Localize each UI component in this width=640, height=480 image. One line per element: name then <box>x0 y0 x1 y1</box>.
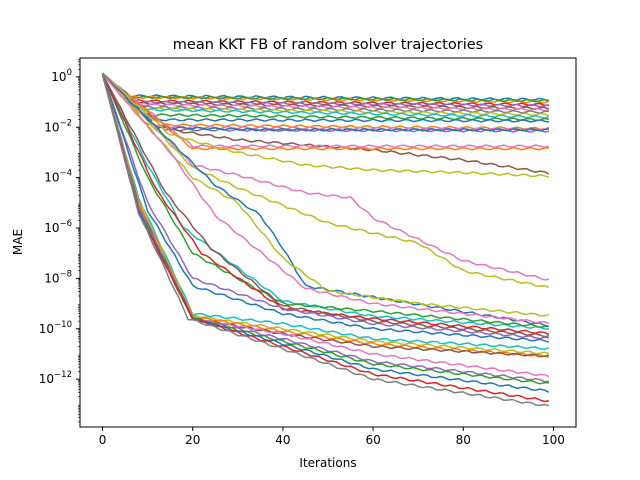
series-line-28 <box>101 74 550 336</box>
series-line-2 <box>101 73 550 104</box>
y-tick-label: 10−2 <box>44 118 72 134</box>
chart-title: mean KKT FB of random solver trajectorie… <box>173 37 483 53</box>
x-tick-label: 60 <box>365 433 380 447</box>
series-line-11 <box>101 73 550 122</box>
series-line-22 <box>101 73 550 289</box>
y-tick-label: 10−8 <box>44 269 72 285</box>
series-line-17 <box>102 73 550 175</box>
y-tick-label: 10−12 <box>39 370 72 386</box>
series-line-31 <box>101 74 550 343</box>
y-axis: 100 10−2 10−4 10−6 10−8 10−10 10−12 <box>39 58 80 423</box>
series-line-41 <box>101 74 550 407</box>
series-line-25 <box>101 73 550 325</box>
series-line-20 <box>102 73 550 179</box>
series-line-9 <box>102 73 550 117</box>
x-tick-label: 100 <box>542 433 565 447</box>
series-line-29 <box>101 74 550 338</box>
series-line-16 <box>101 73 550 132</box>
series-line-30 <box>101 74 549 340</box>
series-line-10 <box>102 73 550 119</box>
series-line-14 <box>101 73 550 132</box>
series-line-12 <box>101 73 550 123</box>
series-line-40 <box>101 74 550 403</box>
series-line-18 <box>102 73 550 149</box>
series-line-4 <box>102 73 549 107</box>
y-axis-label: MAE <box>11 229 25 255</box>
y-tick-label: 10−6 <box>44 219 72 235</box>
x-tick-label: 0 <box>99 433 107 447</box>
plot-frame <box>79 57 577 428</box>
x-axis-label: Iterations <box>299 456 356 470</box>
x-tick-label: 80 <box>456 433 471 447</box>
y-tick-label: 100 <box>51 68 72 84</box>
x-axis: 0 20 40 60 80 100 <box>99 427 565 447</box>
series-line-27 <box>101 74 549 329</box>
series-line-8 <box>102 73 549 114</box>
series-line-34 <box>101 74 549 358</box>
y-tick-label: 10−4 <box>44 169 72 185</box>
series-line-7 <box>102 73 550 112</box>
series-line-39 <box>101 74 550 393</box>
y-tick-label: 10−10 <box>39 320 72 336</box>
x-tick-label: 40 <box>275 433 290 447</box>
series-line-6 <box>102 73 550 110</box>
series-layer <box>101 72 550 407</box>
x-tick-label: 20 <box>185 433 200 447</box>
series-line-3 <box>102 72 550 103</box>
series-line-23 <box>101 73 550 328</box>
